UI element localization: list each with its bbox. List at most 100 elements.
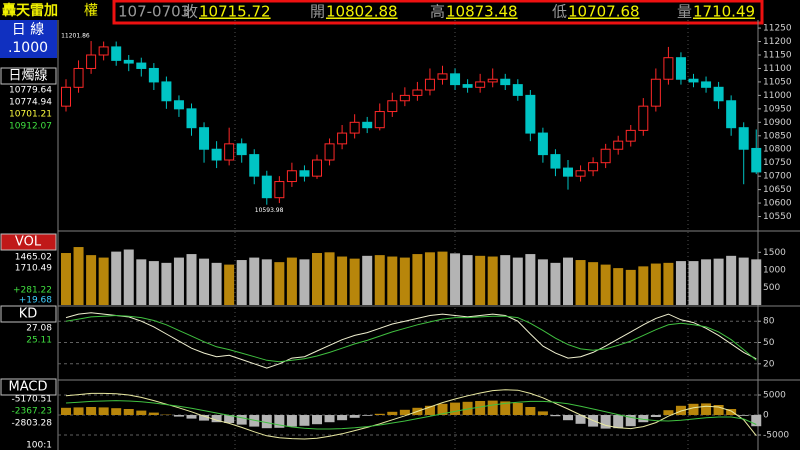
volume-bar xyxy=(726,255,737,305)
candle-body xyxy=(148,67,159,83)
candle-body xyxy=(537,132,548,156)
y-tick-label: -5000 xyxy=(763,431,789,441)
pane-label: 日燭線 xyxy=(8,68,47,84)
candle-body xyxy=(688,78,699,83)
unit: .1000 xyxy=(8,40,48,56)
candle-body xyxy=(374,111,385,129)
macd-bar xyxy=(487,400,498,415)
highlight-box xyxy=(112,0,764,25)
volume-bar xyxy=(161,262,172,305)
legend-value: 25.11 xyxy=(26,336,52,346)
candle-body xyxy=(349,121,360,134)
macd-bar xyxy=(550,415,561,417)
candle-body xyxy=(500,78,511,86)
volume-bar xyxy=(437,251,448,305)
macd-bar xyxy=(663,410,674,415)
volume-bar xyxy=(111,251,122,305)
macd-bar xyxy=(575,415,586,424)
macd-bar xyxy=(286,415,297,427)
close-value: 10715.72 xyxy=(199,3,271,21)
y-tick-label: 10900 xyxy=(763,118,792,128)
indicator-line xyxy=(65,312,757,369)
y-tick-label: 10550 xyxy=(763,212,792,222)
indicator-line xyxy=(65,400,757,430)
candle-body xyxy=(261,175,272,199)
volume-bar xyxy=(186,254,197,305)
volume-bar xyxy=(286,257,297,305)
candle-body xyxy=(751,147,762,173)
high-annotation: 11201.86 xyxy=(61,33,90,40)
legend-value: -2367.23 xyxy=(12,407,52,417)
macd-bar xyxy=(98,407,109,415)
pane-label-box xyxy=(0,67,57,85)
y-tick-label: 50 xyxy=(763,338,775,348)
macd-bar xyxy=(123,409,134,415)
open-value: 10802.88 xyxy=(326,3,398,21)
volume-bar xyxy=(701,259,712,305)
pane-label-box xyxy=(0,233,57,251)
volume-bar xyxy=(399,257,410,305)
low-label: 低 xyxy=(552,3,567,21)
y-tick-label: 10750 xyxy=(763,158,792,168)
high-label: 高 xyxy=(430,3,445,21)
macd-bar xyxy=(374,413,385,415)
date: 107-0703 xyxy=(118,3,190,21)
macd-bar xyxy=(186,415,197,419)
volume-bar xyxy=(173,257,184,305)
macd-bar xyxy=(399,409,410,415)
macd-bar xyxy=(261,415,272,429)
volume-bar xyxy=(261,259,272,305)
macd-bar xyxy=(236,415,247,425)
volume-bar xyxy=(299,259,310,305)
y-tick-label: 11050 xyxy=(763,77,792,87)
candle-body xyxy=(61,86,71,107)
macd-bar xyxy=(600,415,611,429)
candle-body xyxy=(249,154,260,177)
low-annotation: 10593.98 xyxy=(255,207,284,214)
legend-value: 1710.49 xyxy=(15,264,52,274)
legend-value: 10701.21 xyxy=(9,110,52,120)
volume-bar xyxy=(374,255,385,305)
candle-body xyxy=(286,170,297,183)
pane-label-box xyxy=(0,305,57,323)
stock-name: 轟天雷加 xyxy=(2,2,58,19)
candle-body xyxy=(525,94,536,134)
candle-body xyxy=(136,62,147,69)
open-label: 開 xyxy=(310,3,325,21)
volume-bar xyxy=(487,256,498,305)
legend-value: 10779.64 xyxy=(9,86,52,96)
macd-bar xyxy=(726,409,737,415)
macd-bar xyxy=(199,415,210,421)
volume-bar xyxy=(550,262,561,305)
volume-bar xyxy=(274,262,285,305)
pane-label: MACD xyxy=(9,380,48,395)
candle-body xyxy=(701,81,712,88)
volume-bar xyxy=(349,258,360,305)
candle-body xyxy=(550,154,561,169)
macd-bar xyxy=(312,415,322,425)
scale-label: 100:1 xyxy=(26,441,52,450)
indicator-line xyxy=(65,314,757,363)
legend-value: 27.08 xyxy=(26,324,52,334)
legend-value: +19.68 xyxy=(19,296,53,306)
candle-body xyxy=(312,159,322,177)
macd-bar xyxy=(324,415,335,423)
volume-bar xyxy=(123,249,134,305)
candle-body xyxy=(512,84,523,96)
macd-bar xyxy=(349,415,360,418)
y-tick-label: 10850 xyxy=(763,131,792,141)
y-tick-label: 80 xyxy=(763,317,775,327)
macd-bar xyxy=(148,412,159,415)
volume-bar xyxy=(387,256,398,305)
macd-bar xyxy=(525,407,536,415)
candle-body xyxy=(98,46,109,56)
candle-body xyxy=(111,46,122,61)
macd-bar xyxy=(537,411,548,415)
candle-body xyxy=(211,148,222,161)
candle-body xyxy=(650,78,661,107)
volume-bar xyxy=(211,262,222,305)
y-tick-label: 11000 xyxy=(763,91,792,101)
period: 日 線 xyxy=(12,22,44,38)
candle-body xyxy=(412,89,423,96)
candle-body xyxy=(575,170,586,177)
